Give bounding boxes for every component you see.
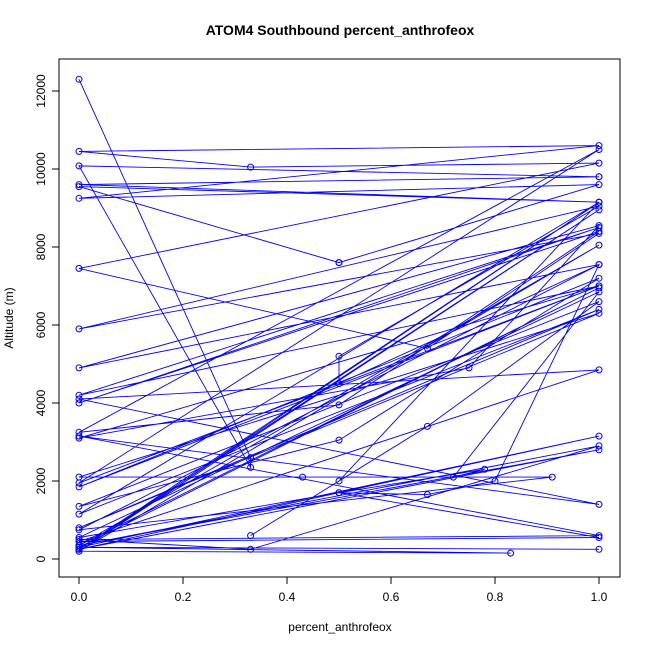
data-point xyxy=(595,274,603,282)
x-tick-label: 0.0 xyxy=(71,590,88,604)
data-point xyxy=(595,261,603,269)
y-tick-label: 6000 xyxy=(34,311,48,338)
x-axis: 0.0 0.2 0.4 0.6 0.8 1.0 xyxy=(71,576,608,604)
data-point xyxy=(247,545,255,553)
data-point xyxy=(75,545,83,553)
data-point xyxy=(595,288,603,296)
data-point xyxy=(75,325,83,333)
data-point xyxy=(595,241,603,249)
data-point xyxy=(595,173,603,181)
data-point xyxy=(75,473,83,481)
series-line xyxy=(77,79,601,554)
x-tick-label: 0.4 xyxy=(279,590,296,604)
data-point xyxy=(75,483,83,491)
data-point xyxy=(335,477,343,485)
data-point xyxy=(247,532,255,540)
data-point xyxy=(75,162,83,170)
series-line-path xyxy=(77,79,601,554)
y-tick-label: 2000 xyxy=(34,467,48,494)
data-point xyxy=(595,532,603,540)
data-point xyxy=(595,366,603,374)
data-point xyxy=(595,142,603,150)
data-point xyxy=(75,147,83,155)
data-point xyxy=(75,526,83,534)
data-point xyxy=(595,432,603,440)
data-point xyxy=(75,399,83,407)
data-point xyxy=(595,500,603,508)
data-point xyxy=(75,432,83,440)
data-point xyxy=(595,534,603,541)
data-point xyxy=(75,194,83,202)
data-point xyxy=(595,198,603,206)
data-point xyxy=(75,395,83,403)
data-point xyxy=(75,181,83,189)
data-point xyxy=(75,543,83,551)
x-tick-label: 0.8 xyxy=(487,590,504,604)
data-point xyxy=(595,298,603,306)
data-point xyxy=(75,510,83,518)
y-tick-label: 8000 xyxy=(34,233,48,260)
data-point xyxy=(507,549,515,557)
y-tick-label: 12000 xyxy=(34,74,48,108)
data-point xyxy=(595,309,603,317)
data-point xyxy=(335,436,343,444)
data-point xyxy=(449,473,457,481)
y-tick-label: 10000 xyxy=(34,152,48,186)
data-point xyxy=(595,146,603,153)
y-tick-label: 4000 xyxy=(34,389,48,416)
chart-title: ATOM4 Southbound percent_anthrofeox xyxy=(206,22,475,38)
data-point xyxy=(595,159,603,167)
data-point xyxy=(423,422,431,430)
data-point xyxy=(75,75,83,83)
data-point xyxy=(548,473,556,481)
data-point xyxy=(595,206,603,214)
data-point xyxy=(595,284,603,292)
y-axis-label: Altitude (m) xyxy=(2,287,16,348)
y-tick-label: 0 xyxy=(34,555,48,562)
data-point xyxy=(75,364,83,372)
data-point xyxy=(335,489,343,497)
data-point xyxy=(335,401,343,409)
data-point xyxy=(595,181,603,189)
data-point xyxy=(595,224,603,231)
data-point xyxy=(247,163,255,171)
data-point xyxy=(595,446,603,454)
data-point xyxy=(465,364,473,372)
data-point xyxy=(335,352,343,360)
data-point xyxy=(75,534,83,541)
x-tick-label: 1.0 xyxy=(591,590,608,604)
x-tick-label: 0.2 xyxy=(175,590,192,604)
data-point xyxy=(75,428,83,436)
data-point xyxy=(423,491,431,499)
data-point xyxy=(75,502,83,510)
data-point xyxy=(75,391,83,399)
x-axis-label: percent_anthrofeox xyxy=(288,620,391,634)
data-point xyxy=(595,227,603,235)
data-point xyxy=(247,463,255,471)
data-point xyxy=(247,454,255,462)
series-points xyxy=(75,75,603,557)
data-point xyxy=(75,524,83,532)
y-axis: 0 2000 4000 6000 8000 10000 12000 xyxy=(34,74,60,562)
data-point xyxy=(595,202,603,210)
data-point xyxy=(423,344,431,352)
data-point xyxy=(595,305,603,313)
data-point xyxy=(491,477,499,485)
data-point xyxy=(75,264,83,272)
x-tick-label: 0.6 xyxy=(383,590,400,604)
data-point xyxy=(335,380,343,387)
data-point xyxy=(595,545,603,553)
data-point xyxy=(299,473,307,481)
data-point xyxy=(595,442,603,450)
data-point xyxy=(481,465,489,473)
data-point xyxy=(75,541,83,549)
data-point xyxy=(75,183,83,191)
data-point xyxy=(335,259,343,267)
